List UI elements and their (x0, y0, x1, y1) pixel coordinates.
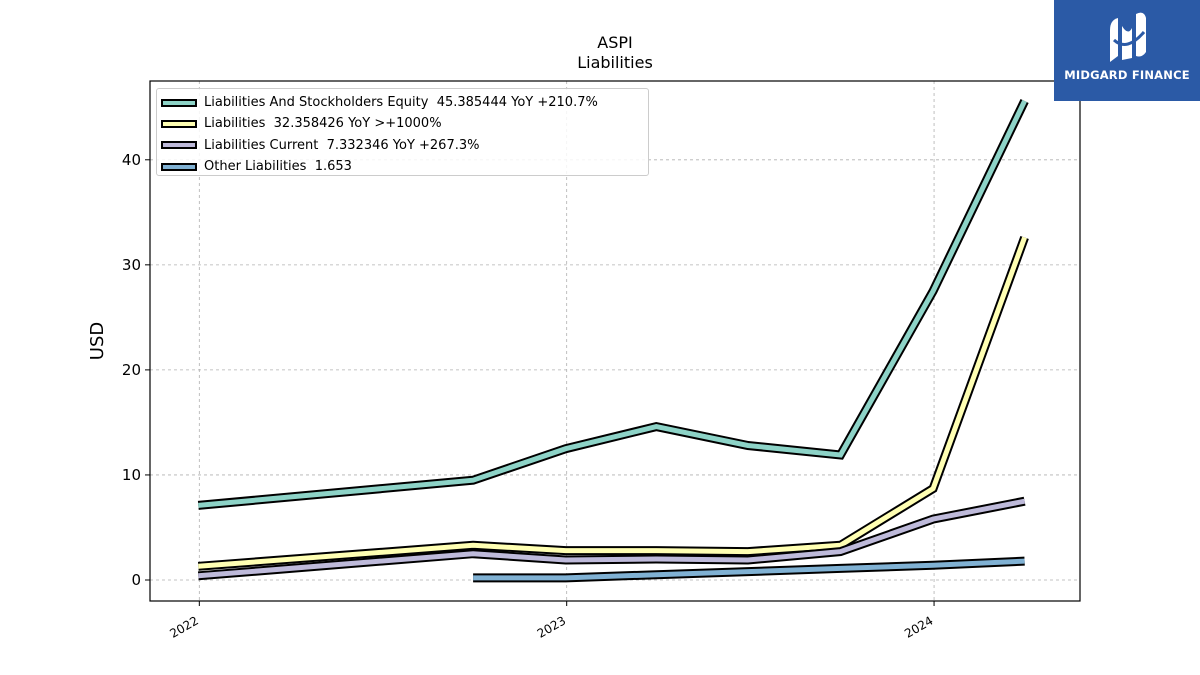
legend-swatch (161, 162, 197, 171)
series-layer (197, 99, 1029, 583)
legend-item: Other Liabilities 1.653 (157, 156, 648, 177)
chart-subtitle: Liabilities (577, 53, 653, 72)
legend-label: Other Liabilities 1.653 (204, 159, 352, 175)
y-tick-label: 0 (131, 571, 141, 589)
series-line (197, 99, 1029, 510)
plot-frame (149, 80, 1081, 602)
series-outline (197, 235, 1029, 571)
legend-label: Liabilities Current 7.332346 YoY +267.3% (204, 137, 480, 153)
x-tick-label: 2023 (535, 613, 568, 640)
legend-swatch (161, 98, 197, 107)
x-axis: 2022 2023 2024 (167, 601, 936, 641)
y-axis-label: USD (87, 322, 108, 360)
legend-swatch (161, 119, 197, 128)
series-line (197, 235, 1029, 571)
series-stroke (198, 236, 1027, 569)
series-line (197, 496, 1026, 581)
legend-swatch (161, 141, 197, 150)
logo-mark-icon (1110, 12, 1146, 62)
legend-item: Liabilities Current 7.332346 YoY +267.3% (157, 135, 648, 156)
legend-item: Liabilities And Stockholders Equity 45.3… (157, 92, 648, 113)
y-axis: 0 10 20 30 40 (122, 151, 150, 589)
series-stroke (198, 99, 1027, 508)
series-stroke (473, 558, 1025, 581)
chart-title: ASPI (597, 33, 632, 52)
x-tick-label: 2022 (167, 613, 200, 640)
x-tick-label: 2024 (902, 613, 935, 640)
logo-text: MIDGARD FINANCE (1064, 68, 1190, 82)
y-tick-label: 30 (122, 256, 141, 274)
series-line (473, 556, 1025, 583)
brand-logo: MIDGARD FINANCE (1054, 0, 1200, 101)
legend-item: Liabilities 32.358426 YoY >+1000% (157, 113, 648, 134)
y-tick-label: 20 (122, 361, 141, 379)
series-stroke (198, 498, 1026, 579)
legend-label: Liabilities And Stockholders Equity 45.3… (204, 95, 598, 111)
legend-label: Liabilities 32.358426 YoY >+1000% (204, 116, 442, 132)
y-tick-label: 40 (122, 151, 141, 169)
y-tick-label: 10 (122, 466, 141, 484)
chart-legend: Liabilities And Stockholders Equity 45.3… (156, 88, 649, 176)
